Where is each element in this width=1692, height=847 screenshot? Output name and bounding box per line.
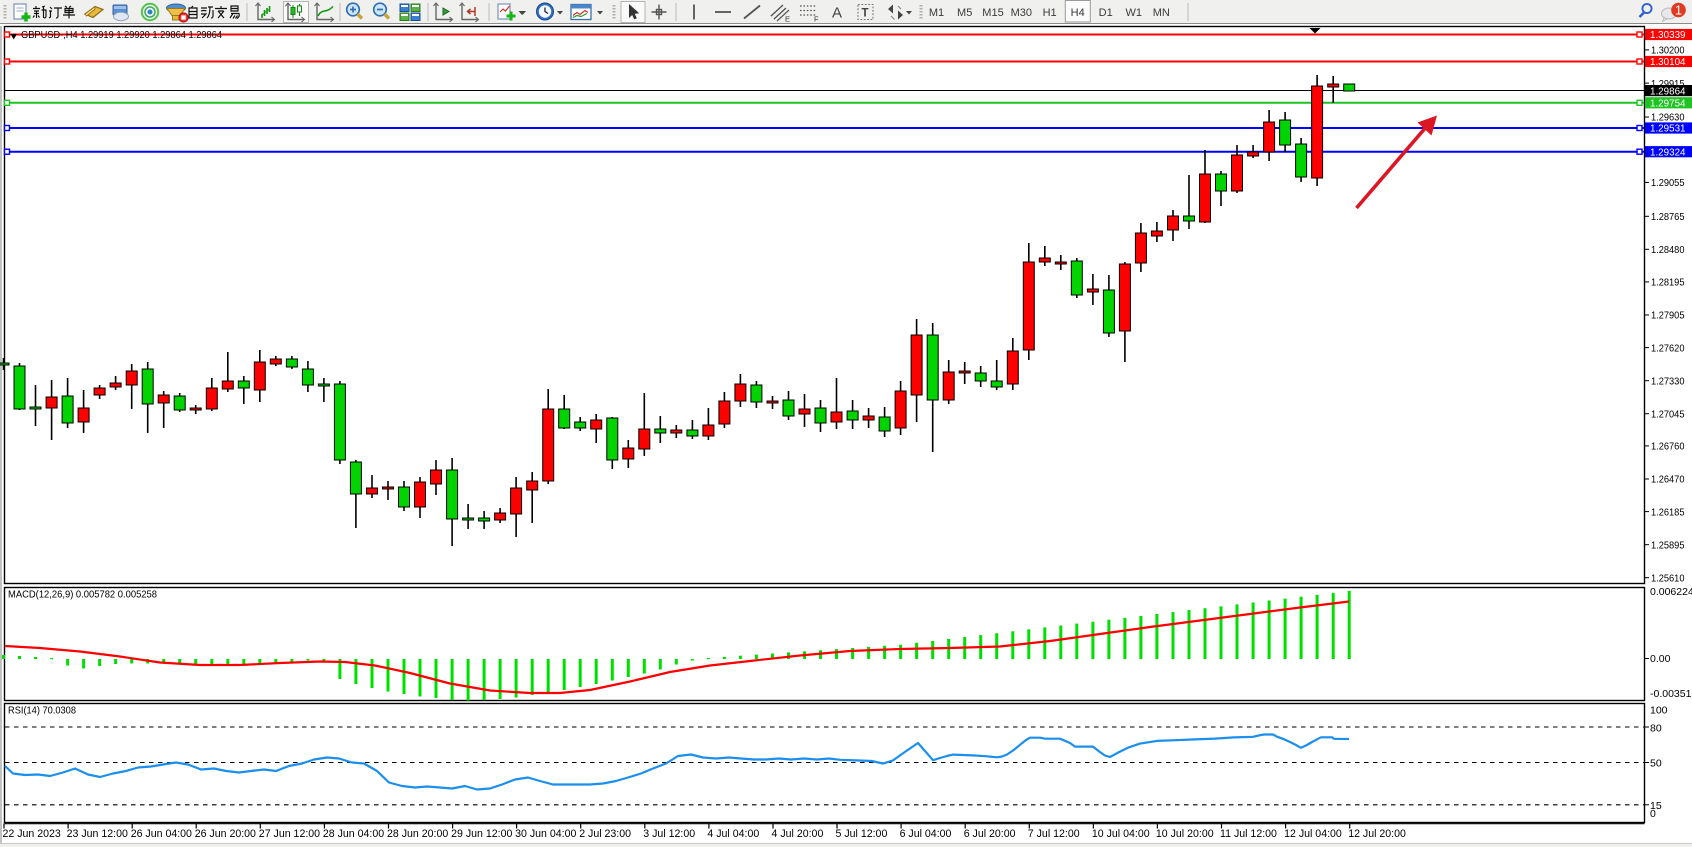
svg-text:1.25610: 1.25610: [1651, 572, 1685, 584]
svg-text:4 Jul 20:00: 4 Jul 20:00: [772, 828, 824, 840]
svg-text:F: F: [814, 15, 819, 24]
svg-text:1.26185: 1.26185: [1651, 506, 1685, 518]
svg-text:15: 15: [1650, 800, 1662, 812]
svg-text:W1: W1: [1126, 7, 1143, 19]
svg-text:1.27045: 1.27045: [1651, 408, 1685, 420]
svg-text:23 Jun 12:00: 23 Jun 12:00: [67, 828, 128, 840]
svg-text:1.27330: 1.27330: [1651, 375, 1685, 387]
svg-text:M1: M1: [929, 7, 944, 19]
svg-text:6 Jul 20:00: 6 Jul 20:00: [964, 828, 1016, 840]
svg-text:1.25895: 1.25895: [1651, 539, 1685, 551]
svg-text:2 Jul 23:00: 2 Jul 23:00: [579, 828, 631, 840]
svg-text:0: 0: [1650, 808, 1656, 820]
svg-text:100: 100: [1650, 705, 1668, 717]
svg-text:1.28765: 1.28765: [1651, 211, 1685, 223]
svg-text:1.28480: 1.28480: [1651, 244, 1685, 256]
svg-text:50: 50: [1650, 757, 1662, 769]
svg-text:10 Jul 20:00: 10 Jul 20:00: [1156, 828, 1214, 840]
svg-text:30 Jun 04:00: 30 Jun 04:00: [515, 828, 576, 840]
svg-text:T: T: [862, 8, 869, 20]
svg-text:1.28195: 1.28195: [1651, 277, 1685, 289]
svg-text:1.30339: 1.30339: [1650, 29, 1686, 41]
svg-text:1.29531: 1.29531: [1650, 123, 1686, 135]
svg-text:6 Jul 04:00: 6 Jul 04:00: [900, 828, 952, 840]
svg-text:22 Jun 2023: 22 Jun 2023: [3, 828, 61, 840]
svg-text:28 Jun 04:00: 28 Jun 04:00: [323, 828, 384, 840]
svg-text:7 Jul 12:00: 7 Jul 12:00: [1028, 828, 1080, 840]
svg-text:1.30104: 1.30104: [1650, 56, 1686, 68]
svg-text:1.26470: 1.26470: [1651, 474, 1685, 486]
svg-text:1.26760: 1.26760: [1651, 441, 1685, 453]
svg-text:1.30200: 1.30200: [1651, 45, 1685, 57]
svg-text:M30: M30: [1011, 7, 1032, 19]
svg-text:RSI(14) 70.0308: RSI(14) 70.0308: [8, 705, 76, 717]
svg-text:1.29055: 1.29055: [1651, 177, 1685, 189]
svg-text:1.27620: 1.27620: [1651, 342, 1685, 354]
svg-text:26 Jun 20:00: 26 Jun 20:00: [195, 828, 256, 840]
svg-text:M5: M5: [957, 7, 972, 19]
svg-text:H1: H1: [1043, 7, 1057, 19]
svg-text:10 Jul 04:00: 10 Jul 04:00: [1092, 828, 1150, 840]
svg-text:H4: H4: [1071, 7, 1085, 19]
svg-text:1.29324: 1.29324: [1650, 146, 1686, 158]
svg-text:1.29864: 1.29864: [1650, 85, 1686, 97]
svg-text:26 Jun 04:00: 26 Jun 04:00: [131, 828, 192, 840]
svg-text:80: 80: [1650, 722, 1662, 734]
svg-text:5 Jul 12:00: 5 Jul 12:00: [836, 828, 888, 840]
svg-text:0.006224: 0.006224: [1650, 586, 1692, 598]
svg-text:-0.003516: -0.003516: [1650, 688, 1692, 700]
svg-text:MACD(12,26,9) 0.005782 0.00525: MACD(12,26,9) 0.005782 0.005258: [8, 589, 157, 601]
svg-text:D1: D1: [1099, 7, 1113, 19]
svg-text:1.29630: 1.29630: [1651, 112, 1685, 124]
svg-text:12 Jul 20:00: 12 Jul 20:00: [1348, 828, 1406, 840]
svg-text:1: 1: [1675, 3, 1682, 17]
svg-text:GBPUSD-,H4 1.29919 1.29920 1.: GBPUSD-,H4 1.29919 1.29920 1.29864 1.298…: [21, 29, 222, 41]
svg-text:11 Jul 12:00: 11 Jul 12:00: [1220, 828, 1277, 840]
svg-text:4 Jul 04:00: 4 Jul 04:00: [707, 828, 759, 840]
svg-text:1.27905: 1.27905: [1651, 310, 1685, 322]
svg-text:3 Jul 12:00: 3 Jul 12:00: [643, 828, 695, 840]
svg-text:A: A: [832, 5, 842, 22]
svg-text:1.29754: 1.29754: [1650, 98, 1686, 110]
svg-text:E: E: [785, 15, 790, 24]
svg-text:28 Jun 20:00: 28 Jun 20:00: [387, 828, 448, 840]
svg-text:12 Jul 04:00: 12 Jul 04:00: [1284, 828, 1342, 840]
svg-text:0.00: 0.00: [1650, 653, 1671, 665]
svg-text:29 Jun 12:00: 29 Jun 12:00: [451, 828, 512, 840]
svg-text:M15: M15: [982, 7, 1003, 19]
svg-text:27 Jun 12:00: 27 Jun 12:00: [259, 828, 320, 840]
svg-text:MN: MN: [1153, 7, 1170, 19]
